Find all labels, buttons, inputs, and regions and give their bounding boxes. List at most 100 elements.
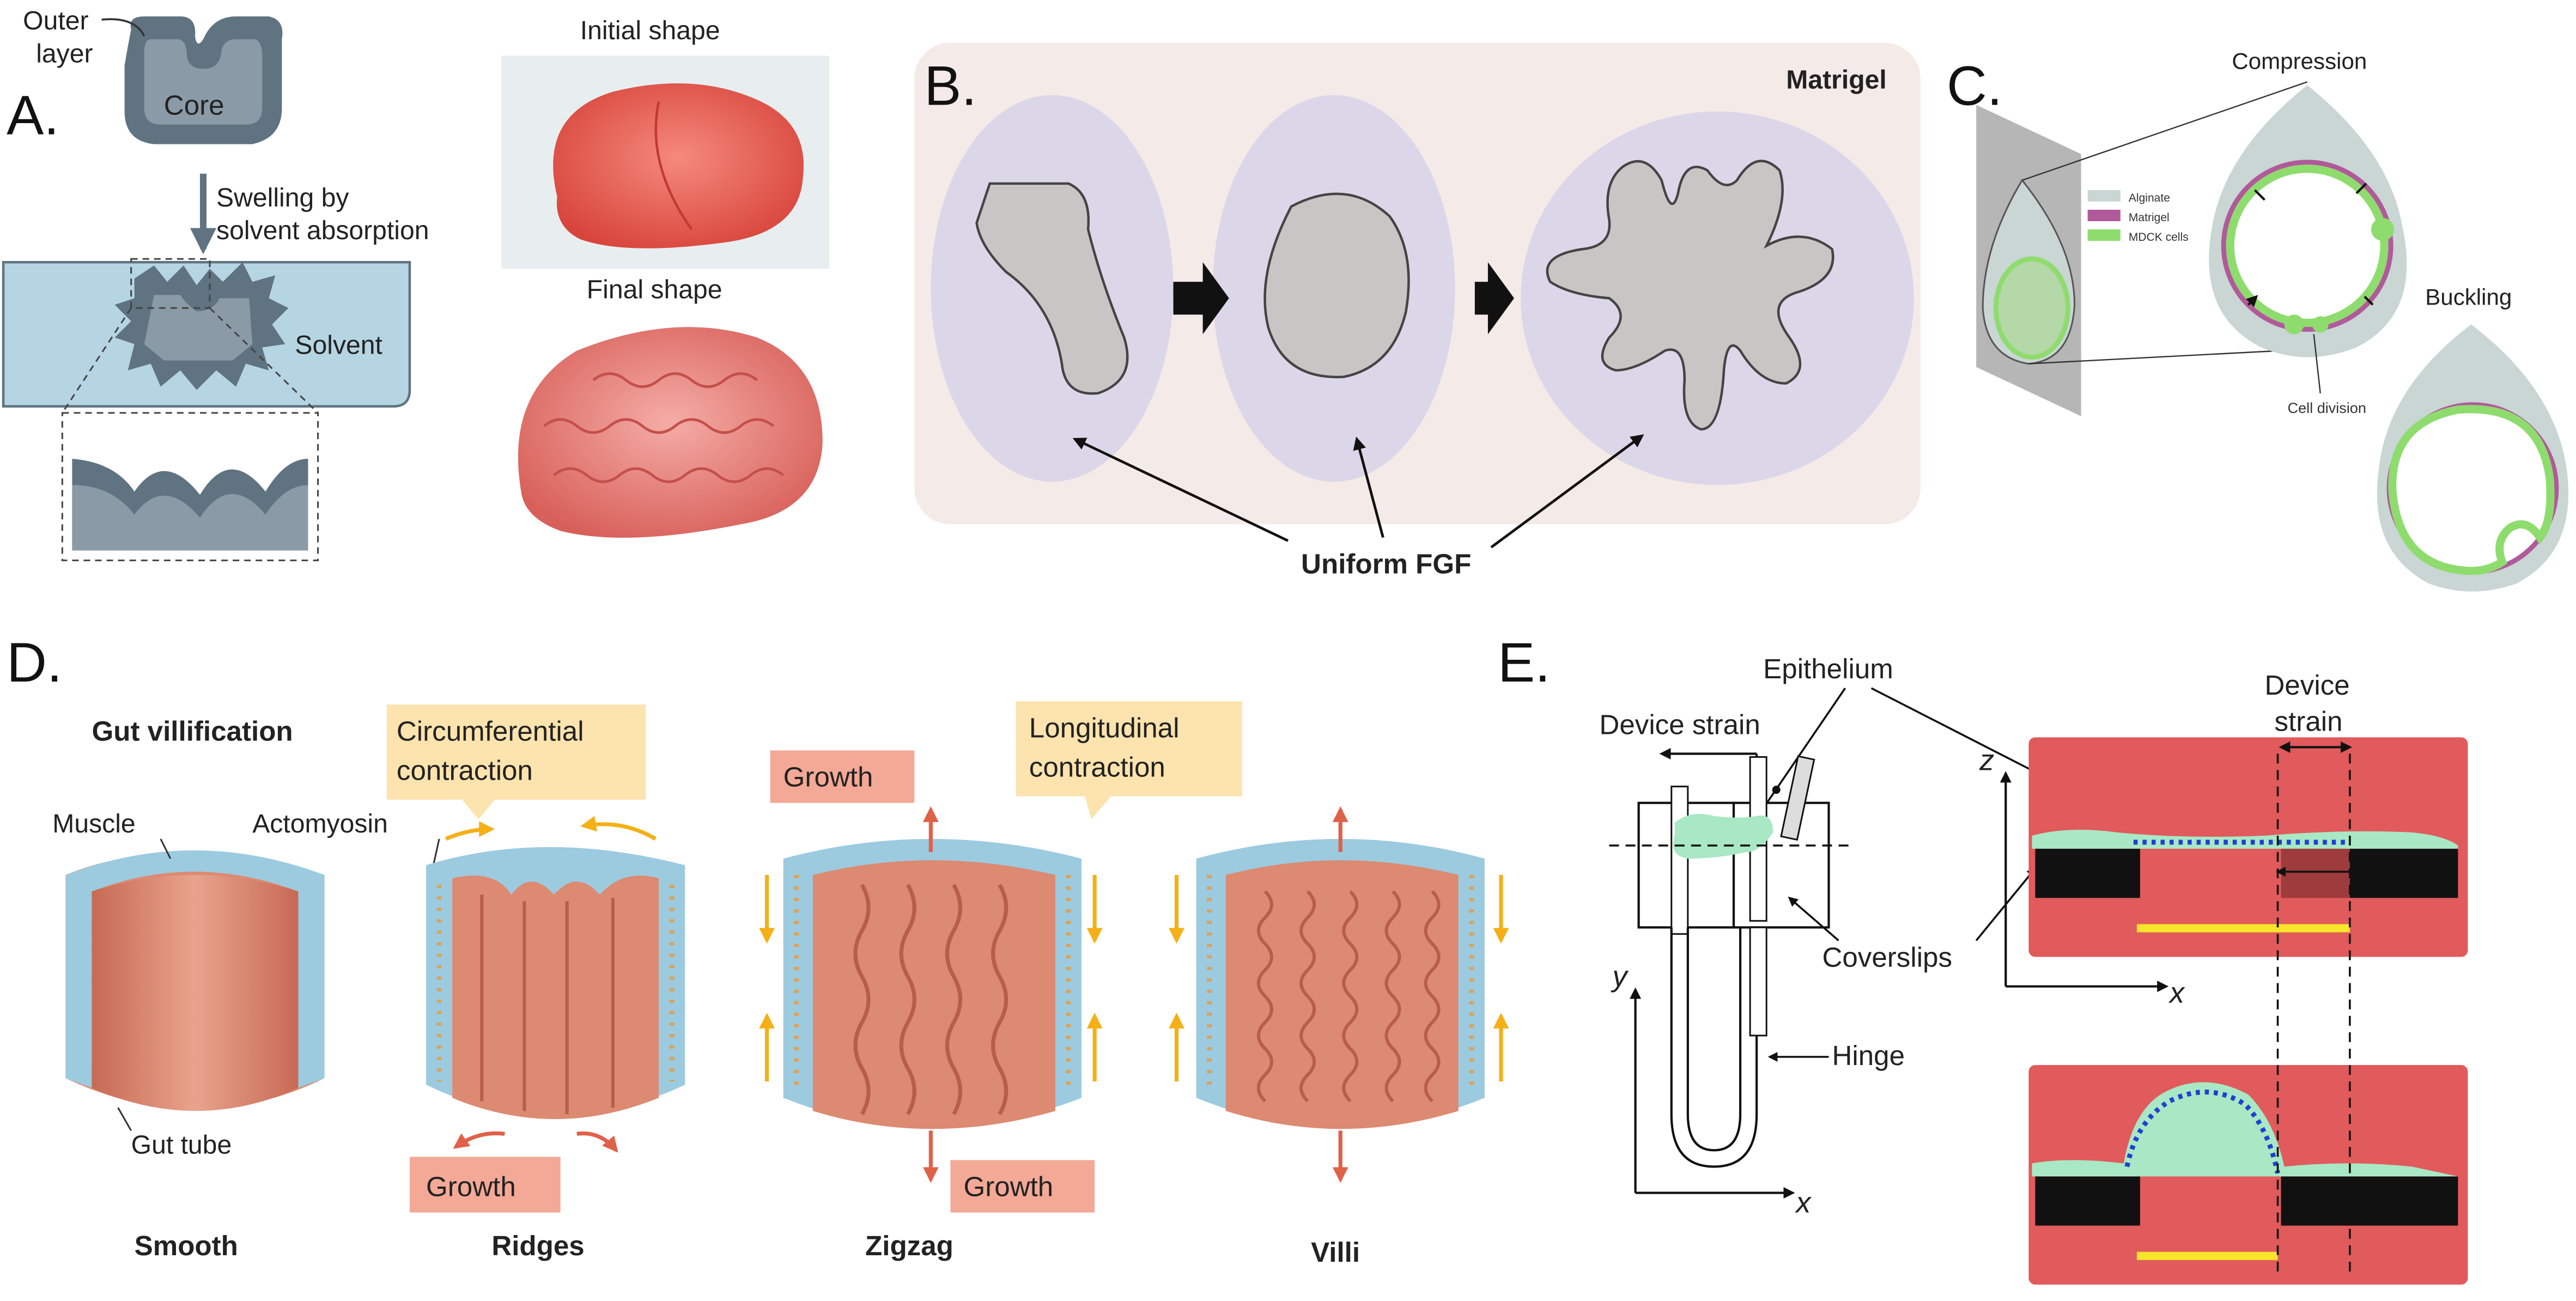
core-label: Core <box>164 90 224 121</box>
ridges-growth-arrow-left <box>453 1131 505 1149</box>
zigzag-growth-callout-top <box>770 750 915 803</box>
long-callout-tail <box>1085 796 1111 819</box>
legend-swatch-mdck <box>2087 229 2121 241</box>
top-coverslip-right <box>2349 848 2458 898</box>
legend-swatch-matrigel <box>2087 209 2121 222</box>
bottom-bead-arc <box>2124 1089 2280 1174</box>
hinge-upper <box>1749 926 1767 1037</box>
u-frame-outer <box>1670 927 1758 1168</box>
small-droplet-cells <box>1993 256 2071 360</box>
fgf-arrow-2 <box>1353 436 1384 538</box>
circ-callout-tail <box>462 799 495 819</box>
legend-mdck: MDCK cells <box>2129 231 2189 244</box>
z-axis-label: z <box>1979 744 1994 777</box>
panel-d: D. Gut villification Gut tube Muscle Smo… <box>7 631 1509 1268</box>
tissue-shape-3 <box>1546 160 1834 431</box>
device-strain-label-2: Device strain <box>2265 670 2358 737</box>
epithelium-label: Epithelium <box>1763 653 1893 684</box>
coverslips-arrow-left <box>1788 896 1839 941</box>
swelling-line1: Swelling by <box>216 183 349 212</box>
ridges-growth-callout <box>409 1157 561 1213</box>
actomyosin-label: Actomyosin <box>252 809 388 838</box>
muscle-label: Muscle <box>52 809 135 838</box>
zigzag-dots <box>794 875 1071 1089</box>
bottom-coverslip-left <box>2035 1176 2140 1226</box>
uniform-fgf-label: Uniform FGF <box>1301 549 1471 580</box>
fgf-arrow-3 <box>1490 434 1644 549</box>
villi-folds <box>1256 890 1441 1103</box>
compression-cell-ring <box>2226 165 2389 327</box>
fgf-arrow-1 <box>1072 437 1289 542</box>
stage-villi: Villi <box>1311 1237 1360 1268</box>
smooth-muscle-left <box>65 875 92 1089</box>
gut-tube-leader <box>117 1107 132 1131</box>
circ-line1: Circumferential <box>397 715 584 746</box>
circ-arrow-left <box>445 821 495 841</box>
hinge-dot <box>1772 786 1781 794</box>
device-strain-2-line1: Device <box>2265 670 2350 701</box>
solvent-label: Solvent <box>295 331 382 360</box>
ridges-growth-label: Growth <box>426 1171 516 1202</box>
stage-smooth: Smooth <box>135 1230 238 1261</box>
zigzag-growth-label-bottom: Growth <box>964 1171 1054 1202</box>
x-axis-label: x <box>1794 1187 1812 1219</box>
outer-layer-label-line2: layer <box>36 39 93 68</box>
frame-tab <box>1780 755 1815 841</box>
top-coverslip-left <box>2035 848 2140 898</box>
villi-stage: Villi <box>1169 806 1509 1268</box>
cell-bulge-3 <box>2312 316 2329 333</box>
villi-dots <box>1207 875 1474 1089</box>
frame-post-left <box>1670 786 1689 935</box>
zigzag-stage: Growth Longitudinal contraction Growth Z… <box>759 701 1242 1261</box>
top-gap-shadow <box>2281 848 2350 898</box>
u-frame-inner <box>1686 927 1742 1152</box>
outer-layer-label-line1: Outer <box>23 6 88 35</box>
top-epithelium <box>2032 830 2458 849</box>
smooth-lumen <box>92 875 299 1111</box>
panel-c: C. Alginate Matrigel MDCK cells Compress… <box>1947 48 2569 592</box>
panel-b-letter: B. <box>924 54 977 117</box>
stage-ridges: Ridges <box>491 1230 584 1261</box>
cell-bulge-1 <box>2371 218 2395 241</box>
device-strain-label: Device strain <box>1599 709 1760 740</box>
tissue-shape-1 <box>975 182 1129 395</box>
progression-arrow-1 <box>1173 262 1229 335</box>
buckling-cell-ring <box>2388 405 2555 575</box>
zoom-line-right <box>209 307 319 414</box>
swollen-core <box>144 295 253 361</box>
cell-division-label: Cell division <box>2288 400 2366 416</box>
zigzag-growth-callout-bottom <box>950 1160 1095 1213</box>
buckling-label: Buckling <box>2425 284 2512 309</box>
initial-brain-photo <box>553 83 804 248</box>
bottom-yellow-bar <box>2136 1251 2278 1260</box>
zigzag-folds <box>853 884 1008 1115</box>
long-contraction-label: Longitudinal contraction <box>1029 712 1187 782</box>
core-shape <box>144 39 263 125</box>
x2-axis-label: x <box>2168 977 2185 1010</box>
gut-villification-title: Gut villification <box>92 715 293 746</box>
stage-zigzag: Zigzag <box>865 1230 953 1261</box>
progression-arrow-2 <box>1474 262 1515 335</box>
zigzag-tube <box>812 860 1055 1129</box>
legend-alginate: Alginate <box>2129 192 2170 204</box>
circ-contraction-callout <box>386 704 646 800</box>
compression-arrows <box>2248 183 2374 305</box>
final-shape-label: Final shape <box>587 275 722 304</box>
swelling-line2: solvent absorption <box>216 216 429 245</box>
panel-d-letter: D. <box>7 631 62 694</box>
ridges-dots <box>436 885 675 1081</box>
ridges-folds <box>480 895 615 1115</box>
gut-tube-label: Gut tube <box>131 1130 232 1159</box>
panel-a: A. Core Outer layer Swelling by solvent … <box>2 6 829 562</box>
bottom-coverslip-right <box>2281 1176 2458 1226</box>
circ-arrow-right <box>580 816 657 841</box>
panel-b: B. Matrigel Uniform FGF <box>914 42 1921 580</box>
ridges-tube <box>452 876 659 1120</box>
initial-shape-label: Initial shape <box>580 16 720 45</box>
smooth-muscle-top <box>65 850 325 892</box>
panel-e-letter: E. <box>1498 631 1551 694</box>
smooth-stage: Gut tube Muscle Smooth <box>52 809 325 1261</box>
muscle-leader <box>160 838 172 859</box>
long-line2: contraction <box>1029 752 1165 783</box>
